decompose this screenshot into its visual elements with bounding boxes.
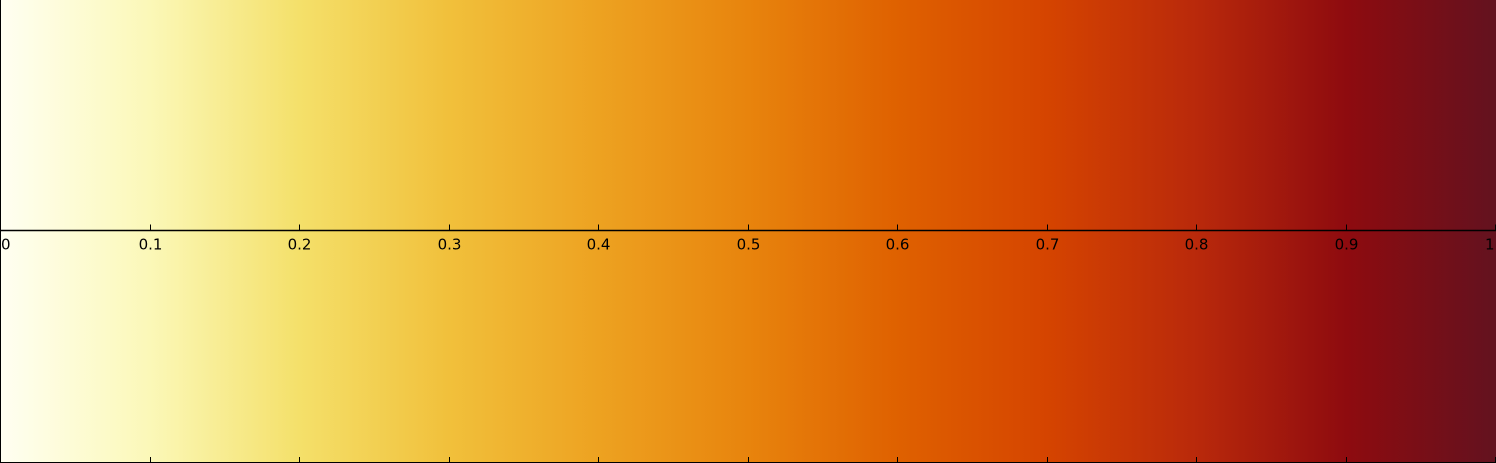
x-tick-label: 0.4 xyxy=(587,236,611,254)
x-tick-label: 0.8 xyxy=(1185,236,1209,254)
x-tick-label: 0.5 xyxy=(737,236,761,254)
x-tick-label: 0.9 xyxy=(1335,236,1359,254)
x-tick-label: 0.7 xyxy=(1036,236,1060,254)
x-tick-label: 1 xyxy=(1485,236,1495,254)
x-tick-label: 0.2 xyxy=(288,236,312,254)
x-tick-label: 0.3 xyxy=(438,236,462,254)
x-tick-label: 0 xyxy=(1,236,11,254)
colorbar-gradient-top xyxy=(0,0,1496,230)
colorbar-gradient-bottom xyxy=(0,230,1496,463)
x-tick-label: 0.1 xyxy=(139,236,163,254)
x-tick-label: 0.6 xyxy=(886,236,910,254)
